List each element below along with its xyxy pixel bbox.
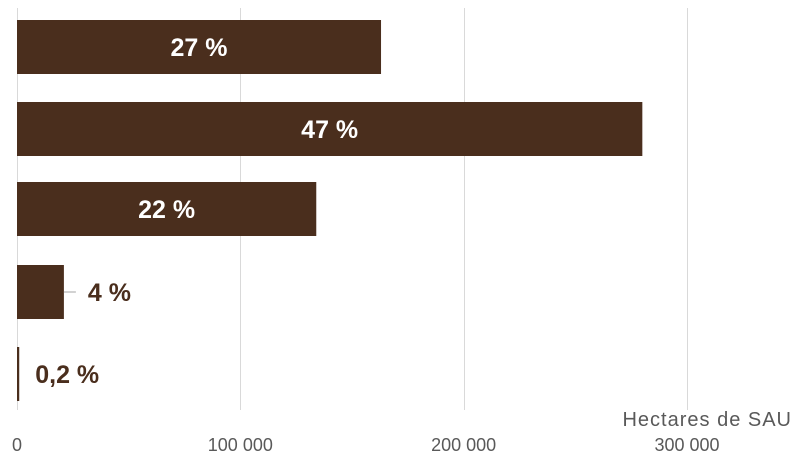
data-label-1: 47 % xyxy=(301,116,358,144)
bar-1 xyxy=(17,102,643,156)
bar-0 xyxy=(17,20,382,74)
x-tick-label-1: 100 000 xyxy=(208,435,273,455)
bar-2 xyxy=(17,182,317,236)
x-tick-label-0: 0 xyxy=(12,435,22,455)
data-label-2: 22 % xyxy=(138,196,195,224)
x-tick-label-2: 200 000 xyxy=(431,435,496,455)
data-label-3: 4 % xyxy=(88,279,131,307)
x-axis-title: Hectares de SAU xyxy=(622,409,792,431)
data-label-0: 27 % xyxy=(171,34,228,62)
bar-4 xyxy=(17,347,20,401)
x-axis-ticks: 0 100 000 200 000 300 000 xyxy=(12,435,720,455)
data-label-4: 0,2 % xyxy=(35,361,99,389)
x-tick-label-3: 300 000 xyxy=(654,435,719,455)
data-labels: 27 % 47 % 22 % 4 % 0,2 % xyxy=(35,34,358,389)
bars xyxy=(17,20,643,401)
bar-3 xyxy=(17,265,64,319)
